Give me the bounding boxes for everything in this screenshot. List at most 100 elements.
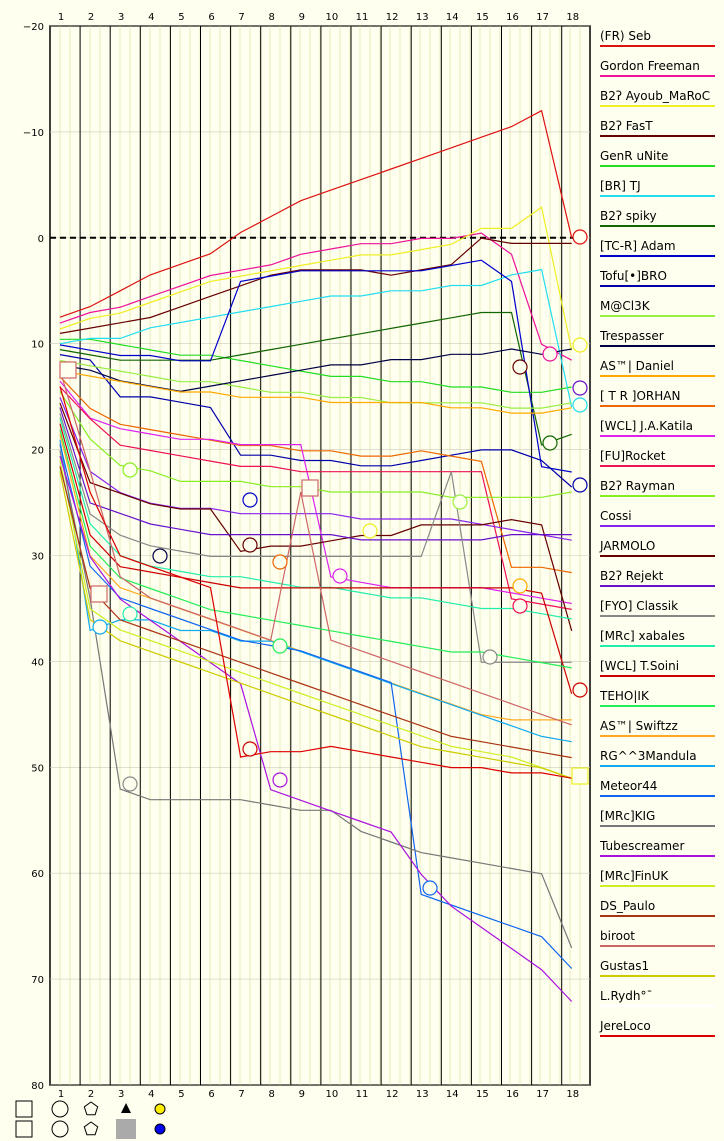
pit-marker-circle: [272, 554, 288, 570]
x-tick-label-top: 4: [148, 12, 154, 23]
series-line: [59, 466, 572, 759]
legend-swatch: [600, 135, 715, 137]
y-tick-label: 20: [31, 446, 44, 457]
series-line: [59, 386, 572, 779]
series-line: [59, 206, 573, 351]
y-tick-label: −10: [23, 128, 44, 139]
legend-swatch: [600, 45, 715, 47]
x-tick-label-bottom: 10: [326, 1089, 339, 1100]
x-tick-label-top: 6: [208, 12, 214, 23]
legend-label: Tubescreamer: [600, 839, 685, 853]
y-tick-label: 10: [31, 340, 44, 351]
pit-marker-circle: [572, 682, 588, 698]
legend-entry: [TC-R] Adam: [600, 239, 715, 257]
series-line: [59, 311, 572, 446]
x-tick-label-top: 8: [269, 12, 275, 23]
x-tick-label-top: 15: [476, 12, 489, 23]
x-tick-label-bottom: 8: [269, 1089, 275, 1100]
symbol-square: [15, 1100, 33, 1118]
pit-marker-circle: [362, 523, 378, 539]
x-tick-label-top: 11: [356, 12, 369, 23]
legend-label: biroot: [600, 929, 636, 943]
series-line: [59, 376, 572, 574]
legend-label: [TC-R] Adam: [600, 239, 676, 253]
series-line: [59, 359, 572, 409]
legend-swatch: [600, 195, 715, 197]
legend-label: [FYO] Classik: [600, 599, 679, 613]
legend-swatch: [600, 555, 715, 557]
legend-swatch: [600, 165, 715, 167]
legend-entry: (FR) Seb: [600, 29, 715, 47]
legend-entry: B2ʔ Rayman: [600, 479, 715, 497]
pit-marker-circle: [242, 741, 258, 757]
symbol-circle: [51, 1120, 69, 1138]
symbol-gray-square: [116, 1119, 136, 1139]
pit-marker-circle: [332, 568, 348, 584]
x-tick-label-top: 2: [88, 12, 94, 23]
legend-label: [WCL] J.A.Katila: [600, 419, 694, 433]
y-tick-label: 70: [31, 975, 44, 986]
series-line: [59, 455, 573, 1002]
legend-entry: Gordon Freeman: [600, 59, 715, 77]
legend-label: L.Rydh°¯: [600, 989, 653, 1003]
x-tick-label-bottom: 9: [299, 1089, 305, 1100]
series-line: [59, 237, 572, 334]
legend-swatch: [600, 765, 715, 767]
pit-marker-circle: [152, 548, 168, 564]
legend-swatch: [600, 855, 715, 857]
series-line: [59, 109, 573, 318]
legend-label: JARMOLO: [600, 539, 656, 553]
pit-marker-circle: [92, 619, 108, 635]
legend-label: AS™| Daniel: [600, 359, 674, 373]
legend-swatch: [600, 225, 715, 227]
pit-marker-circle: [272, 772, 288, 788]
x-tick-label-bottom: 18: [566, 1089, 579, 1100]
legend-entry: B2ʔ spiky: [600, 209, 715, 227]
pit-marker-circle: [512, 598, 528, 614]
x-tick-label-bottom: 5: [178, 1089, 184, 1100]
pit-marker-circle: [572, 477, 588, 493]
series-line: [59, 386, 572, 610]
series-line: [59, 259, 572, 473]
legend-swatch: [600, 975, 715, 977]
series-line: [59, 471, 572, 780]
legend-swatch: [600, 915, 715, 917]
series-line: [59, 232, 572, 361]
legend-label: B2ʔ Rayman: [600, 479, 675, 493]
pit-marker-circle: [572, 229, 588, 245]
legend-entry: [MRc]KIG: [600, 809, 715, 827]
legend-label: [MRc] xabales: [600, 629, 685, 643]
legend-swatch: [600, 75, 715, 77]
legend-swatch: [600, 675, 715, 677]
symbol-pentagon: [83, 1121, 99, 1136]
series-line: [59, 354, 573, 488]
legend-label: B2ʔ FasT: [600, 119, 653, 133]
x-tick-label-top: 9: [299, 12, 305, 23]
legend-entry: RG^^3Mandula: [600, 749, 715, 767]
x-tick-label-top: 7: [238, 12, 244, 23]
legend-label: [BR] TJ: [600, 179, 641, 193]
pit-marker-circle: [242, 492, 258, 508]
pit-marker-circle: [572, 397, 588, 413]
legend-entry: biroot: [600, 929, 715, 947]
pit-marker-circle: [122, 606, 138, 622]
pit-marker-square: [90, 585, 108, 603]
legend-label: B2ʔ spiky: [600, 209, 657, 223]
legend-swatch: [600, 525, 715, 527]
pit-marker-square: [59, 361, 77, 379]
legend-label: TEHO|IK: [600, 689, 649, 703]
pit-marker-circle: [242, 537, 258, 553]
legend-label: Gustas1: [600, 959, 650, 973]
legend-entry: Gustas1: [600, 959, 715, 977]
legend-label: (FR) Seb: [600, 29, 652, 43]
x-tick-label-top: 17: [536, 12, 549, 23]
legend-label: [WCL] T.Soini: [600, 659, 680, 673]
symbol-pentagon: [83, 1101, 99, 1116]
x-tick-label-top: 10: [326, 12, 339, 23]
legend-label: Meteor44: [600, 779, 658, 793]
x-tick-label-bottom: 14: [446, 1089, 459, 1100]
legend-label: [FU]Rocket: [600, 449, 666, 463]
pit-marker-circle: [452, 494, 468, 510]
pit-marker-square: [301, 479, 319, 497]
